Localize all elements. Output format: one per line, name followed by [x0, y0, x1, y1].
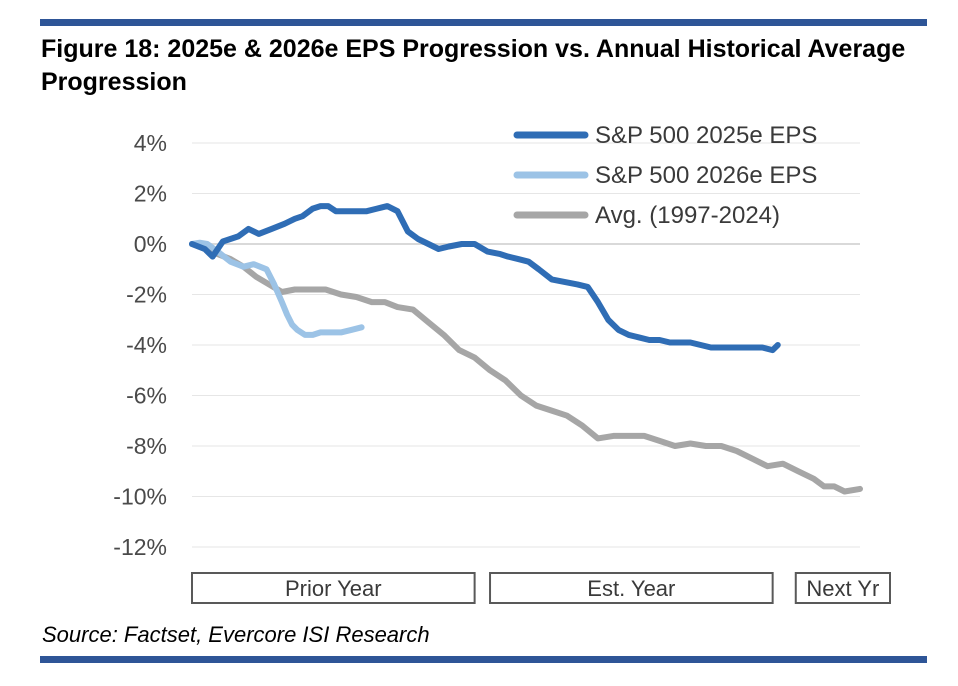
period-prior-year: Prior Year: [191, 572, 476, 604]
period-label: Prior Year: [285, 576, 382, 601]
y-tick-label: -10%: [113, 484, 167, 510]
y-tick-label: 0%: [134, 231, 167, 257]
y-tick-label: -2%: [126, 282, 167, 308]
period-box: [191, 572, 476, 604]
period-est-year: Est. Year: [489, 572, 774, 604]
legend: S&P 500 2025e EPS S&P 500 2026e EPS Avg. (…: [513, 122, 817, 229]
y-tick-label: -8%: [126, 433, 167, 459]
figure-title: Figure 18: 2025e & 2026e EPS Progression…: [41, 35, 906, 96]
legend-label: Avg. (1997-2024): [595, 202, 780, 229]
top-rule: [40, 19, 927, 26]
period-label: Est. Year: [587, 576, 675, 601]
legend-item-s-p-500-2025e-eps: S&P 500 2025e EPS: [513, 122, 817, 149]
period-label: Next Yr: [806, 576, 879, 601]
y-tick-label: 2%: [134, 181, 167, 207]
legend-item-avg-1997-2024: Avg. (1997-2024): [513, 202, 780, 229]
legend-item-s-p-500-2026e-eps: S&P 500 2026e EPS: [513, 162, 817, 189]
source-note: Source: Factset, Evercore ISI Research: [42, 622, 430, 647]
bottom-rule: [40, 656, 927, 663]
legend-label: S&P 500 2026e EPS: [595, 162, 817, 189]
period-box: [794, 572, 891, 604]
y-axis-ticks: 4% 2% 0% -2% -4% -6% -8% -10% -12%: [113, 130, 167, 560]
y-tick-label: 4%: [134, 130, 167, 156]
y-tick-label: -4%: [126, 332, 167, 358]
series-line-avg-1997-2024: [189, 241, 863, 495]
series-lines: [189, 203, 863, 495]
x-axis-periods: Prior Year Est. Year Next Yr: [191, 572, 891, 604]
y-tick-label: -12%: [113, 534, 167, 560]
legend-label: S&P 500 2025e EPS: [595, 122, 817, 149]
series-line-s-p-500-2026e-eps: [189, 239, 365, 338]
series-line-s-p-500-2025e-eps: [189, 203, 781, 354]
period-box: [489, 572, 774, 604]
period-next-yr: Next Yr: [794, 572, 891, 604]
y-tick-label: -6%: [126, 383, 167, 409]
